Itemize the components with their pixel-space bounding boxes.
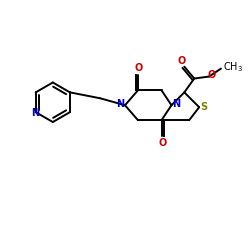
Text: O: O <box>208 70 216 80</box>
Text: S: S <box>200 102 208 112</box>
Text: O: O <box>177 56 186 66</box>
Text: O: O <box>158 138 167 148</box>
Text: N: N <box>172 99 180 109</box>
Text: N: N <box>116 99 124 109</box>
Text: O: O <box>135 63 143 73</box>
Text: N: N <box>32 108 40 118</box>
Text: CH$_3$: CH$_3$ <box>223 60 243 74</box>
